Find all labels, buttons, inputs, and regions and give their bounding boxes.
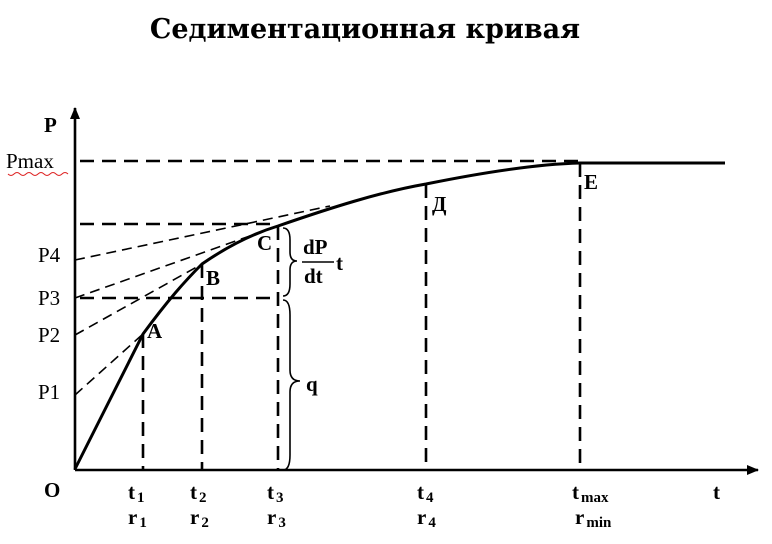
svg-text:r3: r3 — [267, 505, 286, 531]
x-tick-3-t-sub: 3 — [276, 490, 284, 506]
x-tick-max-t: t — [572, 480, 579, 504]
x-tick-1-r: r — [128, 505, 137, 529]
y-tick-p4: P4 — [38, 243, 61, 267]
x-tick-2-r-sub: 2 — [201, 515, 209, 531]
point-label-e: E — [584, 170, 598, 194]
x-tick-1-t-sub: 1 — [137, 490, 145, 506]
svg-text:r1: r1 — [128, 505, 147, 531]
sedimentation-curve — [73, 161, 725, 470]
x-axis-label: t — [713, 480, 720, 504]
tangent-line-p1 — [74, 333, 144, 396]
y-tick-pmax: Pmax — [6, 149, 54, 173]
derivative-numerator: dP — [303, 235, 328, 259]
svg-text:t2: t2 — [190, 480, 207, 506]
svg-text:t1: t1 — [128, 480, 145, 506]
y-tick-p3: P3 — [38, 286, 60, 310]
origin-label: O — [44, 478, 60, 502]
point-label-b: B — [206, 266, 220, 290]
x-tick-1-t: t — [128, 480, 135, 504]
y-axis-label: P — [44, 113, 57, 137]
x-tick-2-r: r — [190, 505, 199, 529]
x-tick-3-r: r — [267, 505, 276, 529]
tangent-line-p2 — [74, 263, 203, 336]
x-tick-4-r-sub: 4 — [428, 515, 436, 531]
derivative-brace — [282, 227, 298, 297]
q-label: q — [306, 372, 318, 396]
x-tick-max-r-sub: min — [586, 515, 612, 531]
derivative-t: t — [336, 251, 343, 275]
x-tick-4-t: t — [417, 480, 424, 504]
tangent-line-p4 — [74, 205, 331, 261]
diagram-title: Седиментационная кривая — [150, 14, 580, 45]
svg-text:r4: r4 — [417, 505, 436, 531]
derivative-denominator: dt — [304, 264, 323, 288]
x-tick-max-r: r — [575, 505, 584, 529]
q-brace — [282, 299, 301, 471]
y-tick-p1: P1 — [38, 380, 60, 404]
y-tick-p2: P2 — [38, 323, 60, 347]
x-tick-3-t: t — [267, 480, 274, 504]
x-tick-4-t-sub: 4 — [426, 490, 434, 506]
x-tick-max-t-sub: max — [581, 490, 609, 506]
x-tick-2-t-sub: 2 — [199, 490, 207, 506]
point-label-d: Д — [432, 192, 447, 216]
x-tick-2-t: t — [190, 480, 197, 504]
spellcheck-underline — [7, 172, 69, 176]
x-tick-1-r-sub: 1 — [139, 515, 147, 531]
point-label-c: C — [257, 231, 272, 255]
x-tick-4-r: r — [417, 505, 426, 529]
svg-text:t4: t4 — [417, 480, 434, 506]
svg-text:t3: t3 — [267, 480, 284, 506]
svg-text:r2: r2 — [190, 505, 209, 531]
x-tick-max: t max r min — [572, 480, 612, 531]
x-tick-3-r-sub: 3 — [278, 515, 286, 531]
point-label-a: A — [147, 319, 163, 343]
